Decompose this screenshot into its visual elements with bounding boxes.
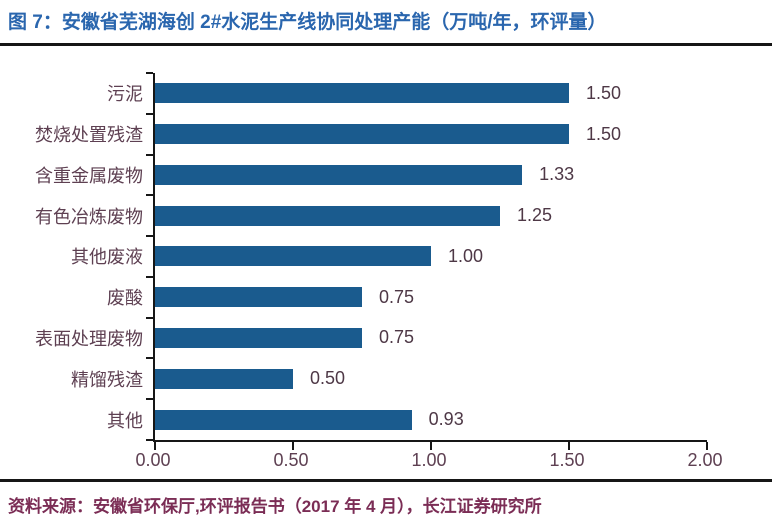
x-axis-tick: [568, 442, 570, 450]
value-label: 1.00: [448, 245, 484, 266]
x-axis-tick-label: 0.50: [273, 450, 309, 470]
value-label: 1.50: [586, 123, 622, 144]
category-label: 精馏残渣: [71, 369, 143, 390]
bar: [155, 83, 569, 104]
bar-row: 污泥 1.50: [107, 73, 707, 114]
bar-row: 有色冶炼废物 1.25: [35, 195, 707, 236]
y-axis-tick: [146, 194, 153, 197]
category-label: 其他废液: [71, 247, 143, 268]
y-axis-tick: [146, 398, 153, 401]
x-axis-labels: 0.00 0.50 1.00 1.50 2.00: [135, 442, 722, 479]
bar: [155, 246, 431, 267]
value-label: 1.25: [517, 205, 553, 226]
bar: [155, 368, 293, 389]
plot-area: 污泥 1.50 焚烧处置残渣 1.50 含重金属废物 1.33 有色冶炼废物 1.25 其他废液…: [35, 72, 708, 450]
bar-row: 表面处理废物 0.75: [35, 318, 707, 359]
y-axis-tick: [146, 153, 153, 156]
title-divider: [0, 43, 772, 46]
value-label: 0.93: [428, 409, 464, 429]
x-axis-tick: [706, 442, 708, 450]
x-axis-tick: [292, 442, 294, 450]
bar-row: 含重金属废物 1.33: [35, 155, 707, 196]
category-label: 有色冶炼废物: [35, 206, 143, 227]
x-axis-tick-label: 0.00: [135, 450, 171, 470]
value-label: 0.75: [379, 286, 415, 307]
category-label: 表面处理废物: [35, 328, 143, 349]
bar-row: 其他废液 1.00: [71, 236, 707, 277]
source-note: 资料来源：安徽省环保厅,环评报告书（2017 年 4 月），长江证券研究所: [0, 479, 772, 517]
bar-row: 其他 0.93: [107, 399, 707, 440]
y-axis-tick: [146, 439, 153, 441]
chart-title: 图 7：安徽省芜湖海创 2#水泥生产线协同处理产能（万吨/年，环评量）: [8, 12, 607, 33]
bar: [155, 205, 500, 226]
x-axis-tick: [430, 442, 432, 450]
x-axis-tick-label: 2.00: [687, 450, 723, 470]
value-label: 1.50: [586, 82, 622, 103]
x-axis-tick-label: 1.50: [549, 450, 585, 470]
bar: [155, 287, 362, 308]
chart-section: 污泥 1.50 焚烧处置残渣 1.50 含重金属废物 1.33 有色冶炼废物 1.25 其他废液…: [0, 46, 772, 479]
bar-row: 精馏残渣 0.50: [71, 358, 707, 399]
value-label: 0.75: [379, 327, 415, 348]
bar: [155, 164, 523, 185]
category-label: 焚烧处置残渣: [35, 125, 143, 146]
category-label: 污泥: [107, 84, 143, 105]
y-axis-tick: [146, 235, 153, 238]
y-axis-tick: [146, 112, 153, 115]
value-label: 0.50: [310, 368, 346, 389]
bar-row: 焚烧处置残渣 1.50: [35, 114, 707, 155]
value-label: 1.33: [539, 164, 575, 185]
x-axis-tick-label: 1.00: [411, 450, 447, 470]
category-label: 其他: [107, 410, 143, 431]
x-axis-tick: [154, 442, 156, 450]
category-label: 含重金属废物: [35, 165, 143, 186]
bar: [155, 327, 362, 348]
category-label: 废酸: [107, 288, 143, 309]
y-axis-tick: [146, 275, 153, 278]
bar-row: 废酸 0.75: [107, 277, 707, 318]
y-axis-tick: [146, 72, 153, 74]
bar: [155, 124, 569, 145]
bar: [155, 409, 412, 430]
y-axis-tick: [146, 316, 153, 319]
y-axis-tick: [146, 357, 153, 360]
